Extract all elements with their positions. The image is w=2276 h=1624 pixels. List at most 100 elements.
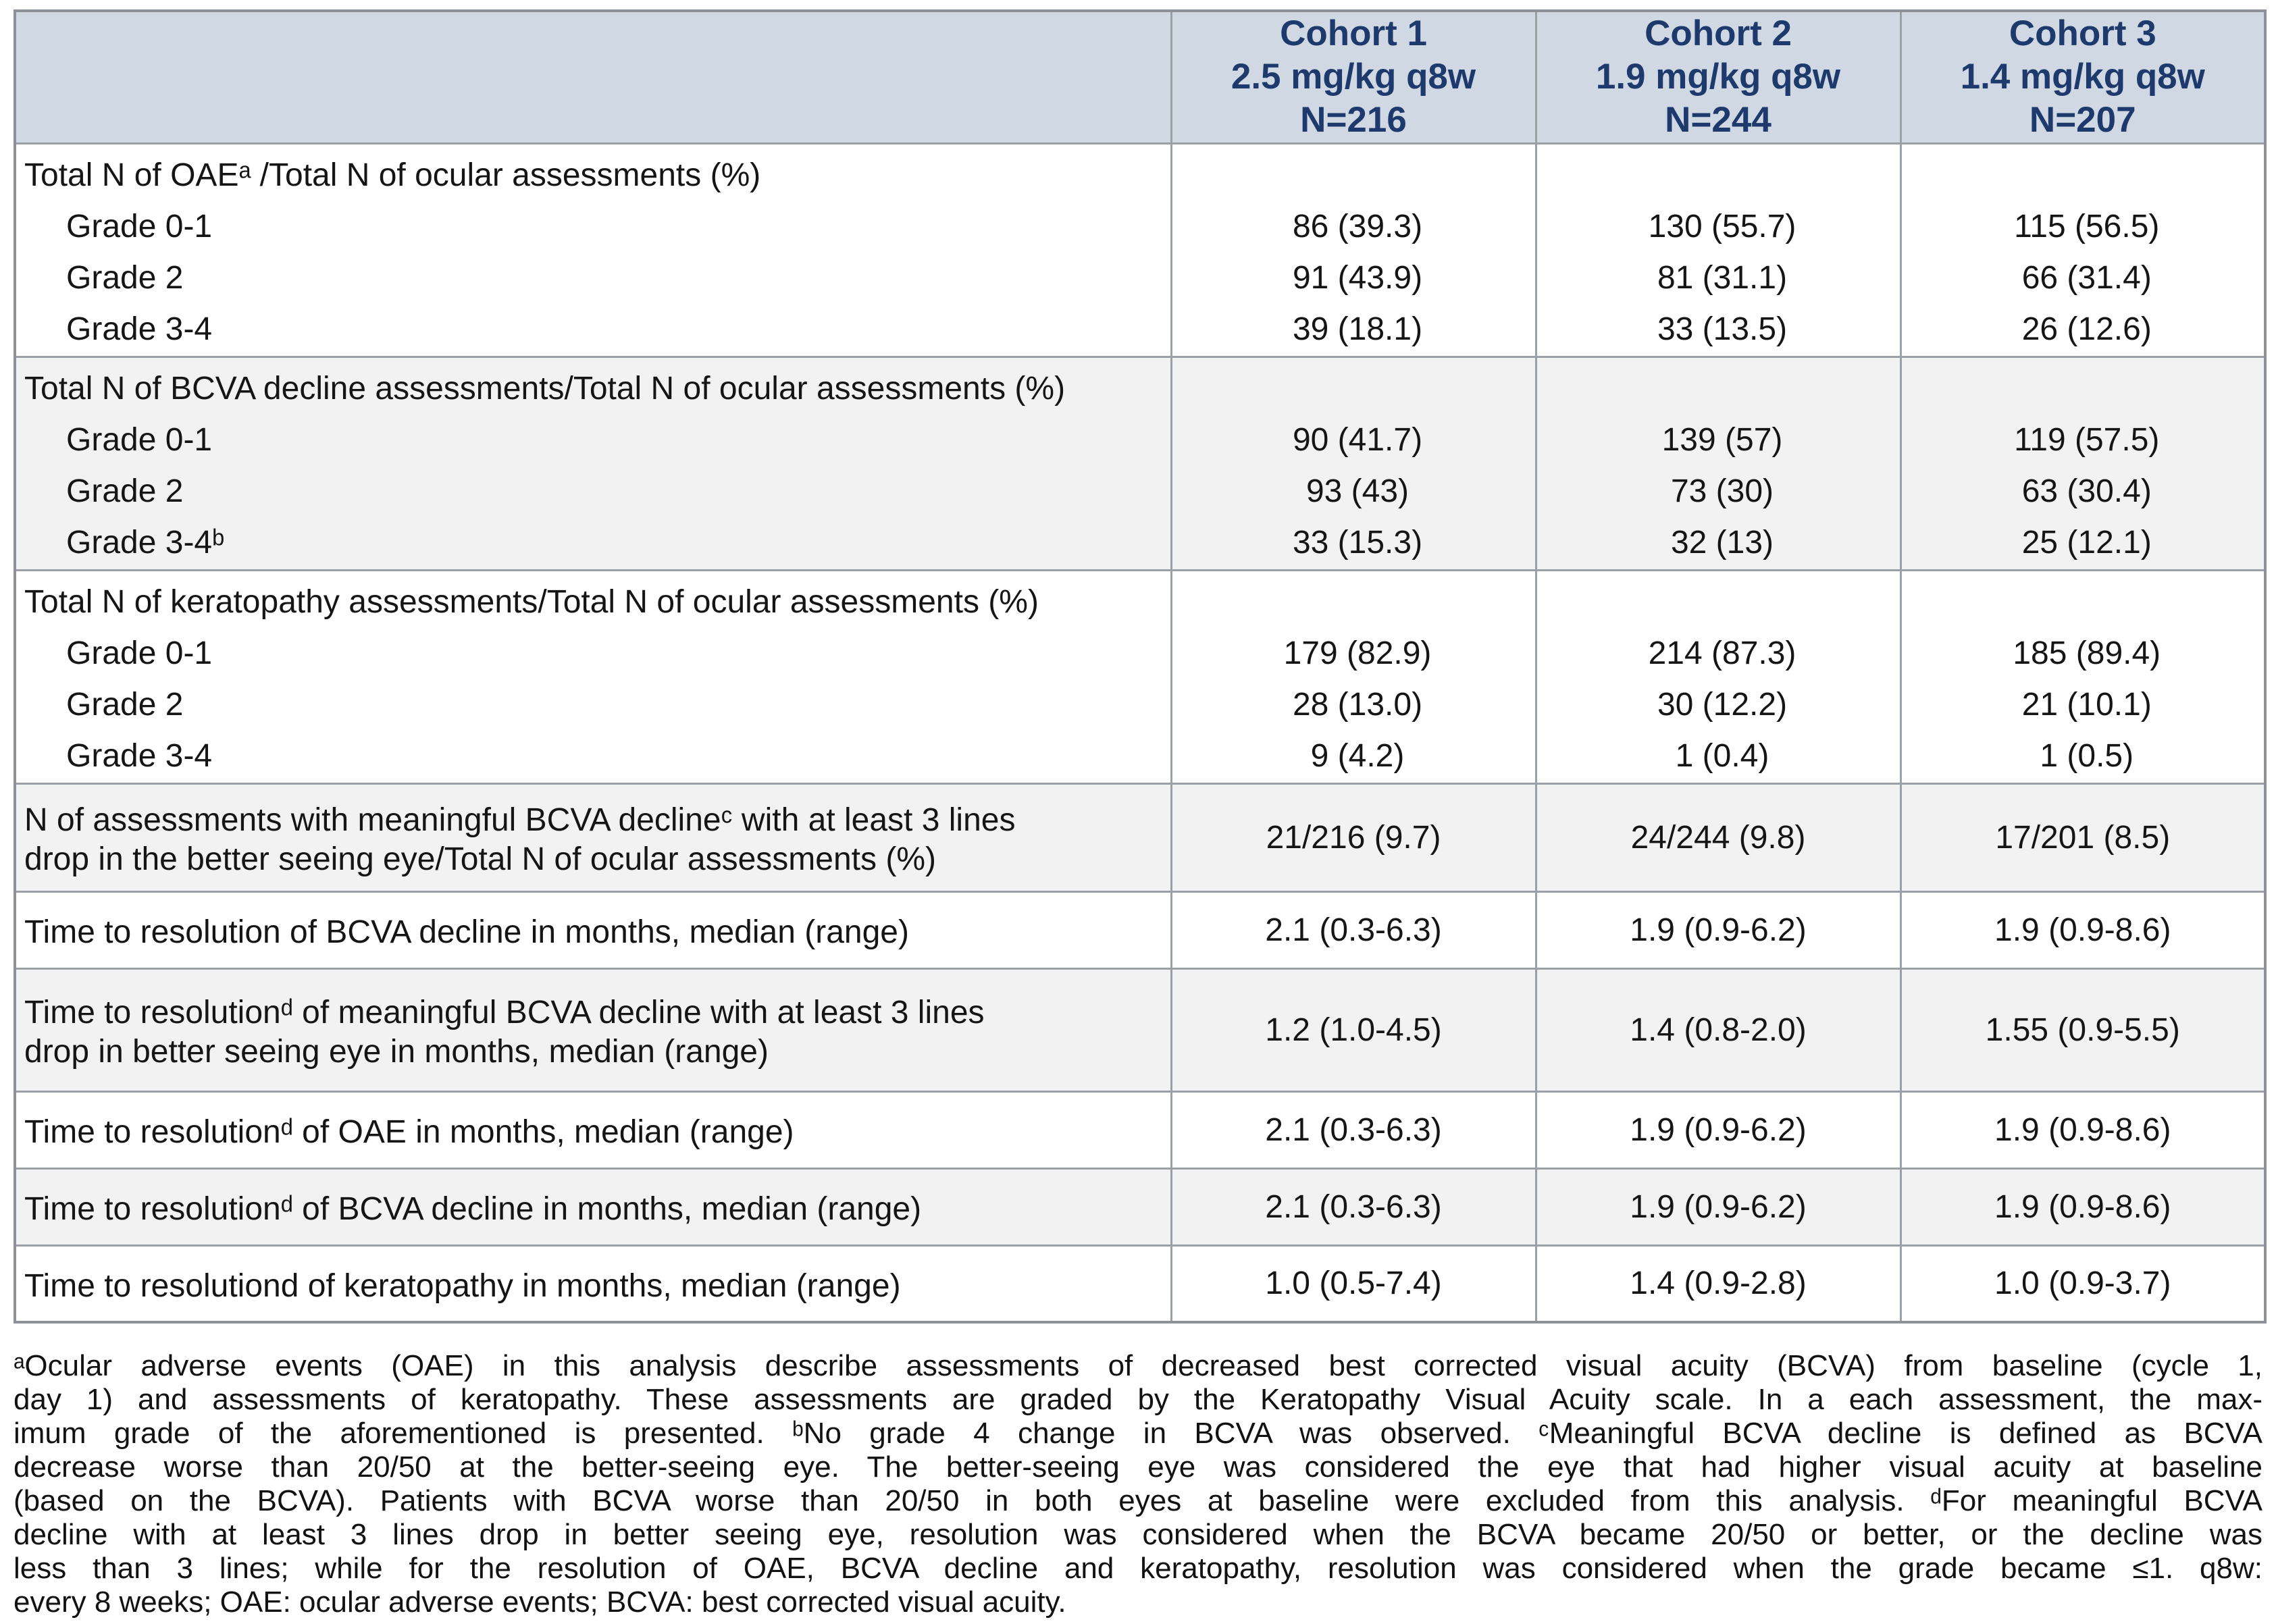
value: 1 (0.4) xyxy=(1675,737,1769,774)
row-label-cell: Time to resolutionᵈ of OAE in months, me… xyxy=(14,1090,1172,1170)
value: 91 (43.9) xyxy=(1292,259,1423,296)
cohort-n: N=244 xyxy=(1665,100,1771,140)
footnote-line: every 8 weeks; OAE: ocular adverse event… xyxy=(14,1586,1066,1619)
row-label-line: drop in better seeing eye in months, med… xyxy=(24,1034,769,1070)
value-cohort-1: 1.2 (1.0-4.5) xyxy=(1170,967,1537,1093)
value: 86 (39.3) xyxy=(1292,208,1423,244)
value: 30 (12.2) xyxy=(1657,686,1788,723)
spacer xyxy=(1910,577,2265,628)
section-row-keratopathy: Total N of keratopathy assessments/Total… xyxy=(14,569,2267,785)
cohort-dose: 2.5 mg/kg q8w xyxy=(1231,57,1476,97)
footnote-line: imum grade of the aforementioned is pres… xyxy=(14,1417,2262,1450)
value: 130 (55.7) xyxy=(1648,208,1796,244)
grade-label: Grade 3-4ᵇ xyxy=(66,524,225,560)
footnote-line: less than 3 lines; while for the resolut… xyxy=(14,1552,2262,1585)
value: 28 (13.0) xyxy=(1292,686,1423,723)
row-label-line: drop in the better seeing eye/Total N of… xyxy=(24,841,936,877)
footnote-line: decrease worse than 20/50 at the better-… xyxy=(14,1450,2262,1484)
value: 32 (13) xyxy=(1670,524,1774,560)
row-label-cell: Time to resolutiond of keratopathy in mo… xyxy=(14,1244,1172,1324)
row-label-line: Time to resolution of BCVA decline in mo… xyxy=(24,914,909,950)
value: 73 (30) xyxy=(1670,473,1774,509)
row-label-cell: Time to resolutionᵈ of meaningful BCVA d… xyxy=(14,967,1172,1093)
row-label-line: Time to resolutionᵈ of OAE in months, me… xyxy=(24,1114,794,1150)
row-label-line: N of assessments with meaningful BCVA de… xyxy=(24,802,1016,838)
grade-label: Grade 2 xyxy=(66,473,184,509)
values-cell-cohort-3: 115 (56.5) 66 (31.4) 26 (12.6) xyxy=(1899,142,2267,358)
value-cohort-1: 2.1 (0.3-6.3) xyxy=(1170,1167,1537,1247)
cohort-name: Cohort 1 xyxy=(1280,14,1427,54)
values-cell-cohort-2: 214 (87.3) 30 (12.2) 1 (0.4) xyxy=(1534,569,1902,785)
footnote-line: day 1) and assessments of keratopathy. T… xyxy=(14,1383,2262,1416)
value-cohort-3: 1.9 (0.9-8.6) xyxy=(1899,890,2267,970)
spacer xyxy=(1910,363,2265,415)
cohort-1-header: Cohort 1 2.5 mg/kg q8w N=216 xyxy=(1170,9,1537,145)
values-cell-cohort-1: 86 (39.3) 91 (43.9) 39 (18.1) xyxy=(1170,142,1537,358)
row-time-to-resolution-meaningful-bcva: Time to resolutionᵈ of meaningful BCVA d… xyxy=(14,967,2267,1093)
value: 66 (31.4) xyxy=(2021,259,2152,296)
cohort-dose: 1.4 mg/kg q8w xyxy=(1960,57,2205,97)
cohort-2-header: Cohort 2 1.9 mg/kg q8w N=244 xyxy=(1534,9,1902,145)
section-label-cell: Total N of BCVA decline assessments/Tota… xyxy=(14,355,1172,571)
value: 93 (43) xyxy=(1305,473,1409,509)
footnote-line: (based on the BCVA). Patients with BCVA … xyxy=(14,1484,2262,1517)
section-label-cell: Total N of keratopathy assessments/Total… xyxy=(14,569,1172,785)
row-time-to-resolution-oae: Time to resolutionᵈ of OAE in months, me… xyxy=(14,1090,2267,1170)
section-row-bcva-decline: Total N of BCVA decline assessments/Tota… xyxy=(14,355,2267,571)
values-cell-cohort-3: 119 (57.5) 63 (30.4) 25 (12.1) xyxy=(1899,355,2267,571)
grade-label: Grade 2 xyxy=(66,259,184,296)
value: 63 (30.4) xyxy=(2021,473,2152,509)
cohort-n: N=216 xyxy=(1300,100,1407,140)
value-cohort-3: 1.9 (0.9-8.6) xyxy=(1899,1167,2267,1247)
value: 9 (4.2) xyxy=(1310,737,1405,774)
row-label-line: Time to resolutionᵈ of meaningful BCVA d… xyxy=(24,995,985,1030)
ocular-safety-table: Cohort 1 2.5 mg/kg q8w N=216 Cohort 2 1.… xyxy=(14,9,2267,1324)
cohort-dose: 1.9 mg/kg q8w xyxy=(1595,57,1841,97)
value: 33 (13.5) xyxy=(1657,311,1788,347)
row-label-line: Time to resolutiond of keratopathy in mo… xyxy=(24,1267,901,1304)
grade-label: Grade 0-1 xyxy=(66,208,213,244)
value: 81 (31.1) xyxy=(1657,259,1788,296)
value: 33 (15.3) xyxy=(1292,524,1423,560)
row-time-to-resolution-keratopathy: Time to resolutiond of keratopathy in mo… xyxy=(14,1244,2267,1324)
values-cell-cohort-2: 130 (55.7) 81 (31.1) 33 (13.5) xyxy=(1534,142,1902,358)
value-cohort-1: 21/216 (9.7) xyxy=(1170,782,1537,893)
grade-label: Grade 2 xyxy=(66,686,184,723)
row-time-to-resolution-bcva-decline: Time to resolutionᵈ of BCVA decline in m… xyxy=(14,1167,2267,1247)
section-title: Total N of BCVA decline assessments/Tota… xyxy=(24,370,1066,407)
spacer xyxy=(1181,577,1535,628)
value-cohort-2: 1.4 (0.8-2.0) xyxy=(1534,967,1902,1093)
values-cell-cohort-1: 90 (41.7) 93 (43) 33 (15.3) xyxy=(1170,355,1537,571)
value-cohort-2: 1.9 (0.9-6.2) xyxy=(1534,1167,1902,1247)
value-cohort-2: 1.9 (0.9-6.2) xyxy=(1534,1090,1902,1170)
value-cohort-2: 1.9 (0.9-6.2) xyxy=(1534,890,1902,970)
value-cohort-3: 1.9 (0.9-8.6) xyxy=(1899,1090,2267,1170)
value: 21 (10.1) xyxy=(2021,686,2152,723)
empty-corner-cell xyxy=(14,9,1172,145)
value-cohort-1: 2.1 (0.3-6.3) xyxy=(1170,1090,1537,1170)
values-cell-cohort-3: 185 (89.4) 21 (10.1) 1 (0.5) xyxy=(1899,569,2267,785)
value: 90 (41.7) xyxy=(1292,421,1423,458)
row-time-to-resolution-bcva: Time to resolution of BCVA decline in mo… xyxy=(14,890,2267,970)
grade-label: Grade 0-1 xyxy=(66,635,213,671)
value-cohort-3: 1.55 (0.9-5.5) xyxy=(1899,967,2267,1093)
value: 185 (89.4) xyxy=(2013,635,2161,671)
section-title: Total N of OAEᵃ /Total N of ocular asses… xyxy=(24,157,761,193)
spacer xyxy=(1545,363,1900,415)
spacer xyxy=(1910,150,2265,201)
value: 39 (18.1) xyxy=(1292,311,1423,347)
spacer xyxy=(1181,363,1535,415)
grade-label: Grade 3-4 xyxy=(66,737,213,774)
footnote-line: ᵃOcular adverse events (OAE) in this ana… xyxy=(14,1349,2262,1382)
values-cell-cohort-1: 179 (82.9) 28 (13.0) 9 (4.2) xyxy=(1170,569,1537,785)
spacer xyxy=(1545,577,1900,628)
value: 26 (12.6) xyxy=(2021,311,2152,347)
cohort-3-header: Cohort 3 1.4 mg/kg q8w N=207 xyxy=(1899,9,2267,145)
value: 119 (57.5) xyxy=(2014,421,2160,458)
row-label-line: Time to resolutionᵈ of BCVA decline in m… xyxy=(24,1191,922,1227)
value: 25 (12.1) xyxy=(2021,524,2152,560)
cohort-name: Cohort 3 xyxy=(2009,14,2156,54)
value-cohort-3: 17/201 (8.5) xyxy=(1899,782,2267,893)
value-cohort-2: 24/244 (9.8) xyxy=(1534,782,1902,893)
grade-label: Grade 0-1 xyxy=(66,421,213,458)
